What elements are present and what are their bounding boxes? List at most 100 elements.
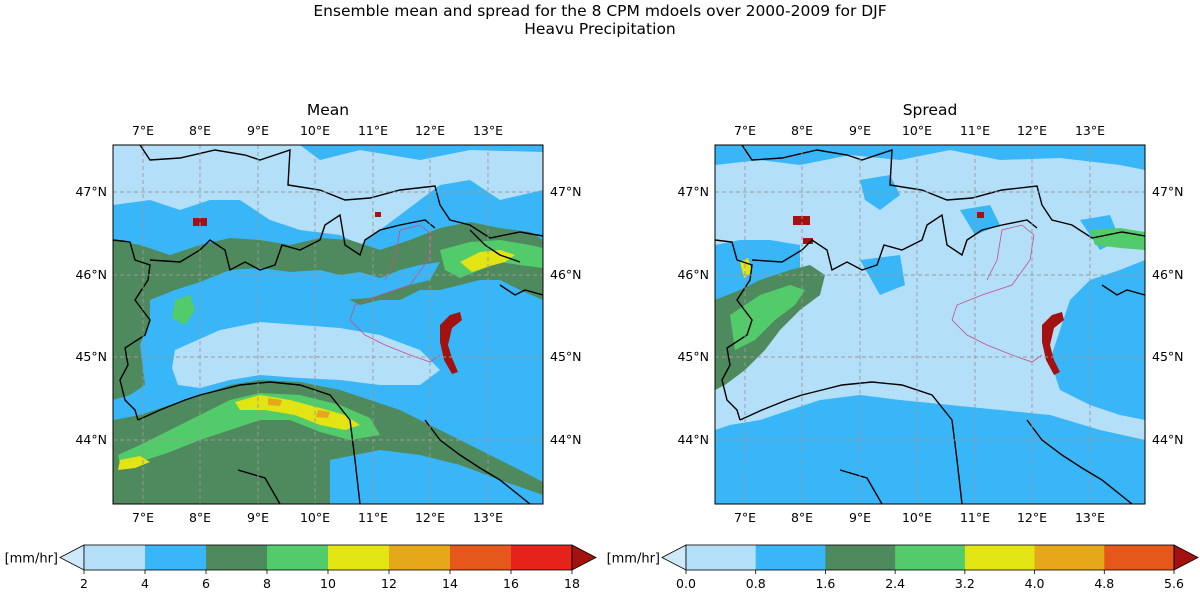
mean-colorbar-tick-label: 8 xyxy=(263,576,271,591)
mean-colorbar-under xyxy=(59,544,85,571)
spread-lon-tick-bottom: 8°E xyxy=(791,510,813,525)
spread-colorbar-tick-label: 1.6 xyxy=(815,576,835,591)
spread-colorbar-segment xyxy=(755,545,826,570)
mean-lat-tick-right: 44°N xyxy=(550,432,582,447)
mean-panel-title: Mean xyxy=(306,101,350,119)
spread-colorbar-tick-label: 0.8 xyxy=(746,576,766,591)
spread-panel-title: Spread xyxy=(902,101,958,119)
figure-subtitle: Heavu Precipitation xyxy=(524,20,676,38)
mean-lon-tick-top: 9°E xyxy=(247,123,269,138)
mean-lat-tick-right: 47°N xyxy=(550,184,582,199)
spread-lat-tick-right: 44°N xyxy=(1152,432,1184,447)
mean-colorbar-segment xyxy=(328,545,390,570)
mean-lon-tick-bottom: 9°E xyxy=(247,510,269,525)
spread-field-extreme-spot xyxy=(977,212,984,218)
mean-field-blue-apennines-south xyxy=(330,450,543,504)
mean-field-extreme-spot xyxy=(375,212,381,217)
spread-lon-tick-bottom: 10°E xyxy=(902,510,932,525)
spread-lat-tick-left: 46°N xyxy=(677,267,709,282)
mean-colorbar-segment xyxy=(267,545,329,570)
mean-lon-tick-bottom: 8°E xyxy=(189,510,211,525)
mean-lat-tick-right: 45°N xyxy=(550,349,582,364)
mean-colorbar-tick-label: 6 xyxy=(202,576,210,591)
mean-colorbar-tick-label: 10 xyxy=(320,576,336,591)
figure-title: Ensemble mean and spread for the 8 CPM m… xyxy=(313,2,887,20)
spread-lon-tick-top: 11°E xyxy=(960,123,990,138)
mean-lat-tick-right: 46°N xyxy=(550,267,582,282)
mean-colorbar-segment xyxy=(511,545,573,570)
mean-lon-tick-bottom: 12°E xyxy=(415,510,445,525)
spread-lon-tick-top: 8°E xyxy=(791,123,813,138)
spread-colorbar-segment xyxy=(1104,545,1175,570)
mean-colorbar-tick-label: 2 xyxy=(80,576,88,591)
spread-region-border xyxy=(951,224,1043,363)
mean-colorbar-label: [mm/hr] xyxy=(5,552,58,567)
mean-lon-tick-top: 11°E xyxy=(358,123,388,138)
mean-tick-labels: 7°E 7°E 8°E 8°E 9°E 9°E 10°E 10°E 11°E 11°E 12°E 12… xyxy=(75,123,581,525)
spread-lon-tick-top: 10°E xyxy=(902,123,932,138)
mean-lon-tick-top: 7°E xyxy=(132,123,154,138)
spread-gridlines xyxy=(715,145,1145,504)
spread-colorbar-label: [mm/hr] xyxy=(607,552,660,567)
mean-colorbar-segment xyxy=(206,545,268,570)
spread-lat-tick-left: 45°N xyxy=(677,349,709,364)
spread-colorbar-tick-label: 4.0 xyxy=(1025,576,1045,591)
spread-colorbar-segment xyxy=(964,545,1036,570)
spread-colorbar-tick-label: 0.0 xyxy=(676,576,696,591)
spread-lon-tick-top: 9°E xyxy=(849,123,871,138)
spread-colorbar-over xyxy=(1173,544,1199,571)
mean-lon-tick-top: 13°E xyxy=(473,123,503,138)
mean-field-orange-apennines xyxy=(268,398,330,418)
spread-colorbar: 0.0 0.8 1.6 2.4 3.2 4.0 4.8 5.6 [mm/hr] xyxy=(607,544,1199,591)
spread-lon-tick-bottom: 7°E xyxy=(734,510,756,525)
mean-region-border xyxy=(349,224,441,363)
spread-map xyxy=(715,145,1145,504)
mean-field-yellow-apennines xyxy=(235,395,360,430)
mean-colorbar-segment xyxy=(84,545,146,570)
spread-lon-tick-bottom: 11°E xyxy=(960,510,990,525)
mean-field-green-west xyxy=(172,295,195,325)
mean-colorbar-segment xyxy=(145,545,207,570)
mean-gridlines xyxy=(113,145,543,504)
mean-lon-tick-top: 8°E xyxy=(189,123,211,138)
spread-colorbar-tick-label: 5.6 xyxy=(1164,576,1184,591)
spread-lat-tick-right: 47°N xyxy=(1152,184,1184,199)
mean-lat-tick-left: 45°N xyxy=(75,349,107,364)
spread-field-light xyxy=(715,150,1145,440)
spread-lon-tick-bottom: 12°E xyxy=(1017,510,1047,525)
spread-field-extreme-spot xyxy=(803,238,813,244)
spread-lat-tick-right: 45°N xyxy=(1152,349,1184,364)
mean-colorbar-tick-label: 16 xyxy=(503,576,519,591)
spread-lon-tick-top: 7°E xyxy=(734,123,756,138)
mean-lon-tick-top: 12°E xyxy=(415,123,445,138)
mean-colorbar-tick-label: 4 xyxy=(141,576,149,591)
mean-coastlines xyxy=(113,145,543,504)
mean-map xyxy=(113,145,543,504)
spread-coastlines xyxy=(715,145,1145,504)
spread-colorbar-under xyxy=(661,544,687,571)
mean-lon-tick-bottom: 13°E xyxy=(473,510,503,525)
spread-lon-tick-top: 13°E xyxy=(1075,123,1105,138)
spread-field-coast-extreme xyxy=(1042,312,1064,375)
mean-lon-tick-top: 10°E xyxy=(300,123,330,138)
mean-lat-tick-left: 47°N xyxy=(75,184,107,199)
spread-colorbar-frame xyxy=(685,544,1175,571)
spread-field-yellow xyxy=(740,258,752,278)
mean-lat-tick-left: 44°N xyxy=(75,432,107,447)
mean-lon-tick-bottom: 7°E xyxy=(132,510,154,525)
spread-lat-tick-left: 47°N xyxy=(677,184,709,199)
mean-colorbar-tick-label: 18 xyxy=(564,576,580,591)
spread-lon-tick-top: 12°E xyxy=(1017,123,1047,138)
spread-tick-labels: 7°E 7°E 8°E 8°E 9°E 9°E 10°E 10°E 11°E 11°E 12°E 12… xyxy=(677,123,1183,525)
spread-colorbar-tick-label: 3.2 xyxy=(955,576,975,591)
spread-colorbar-tick-label: 4.8 xyxy=(1094,576,1114,591)
spread-lat-tick-left: 44°N xyxy=(677,432,709,447)
spread-field-green xyxy=(730,285,805,350)
mean-colorbar-over xyxy=(571,544,597,571)
spread-lon-tick-bottom: 13°E xyxy=(1075,510,1105,525)
mean-colorbar-segment xyxy=(389,545,451,570)
mean-lon-tick-bottom: 10°E xyxy=(300,510,330,525)
spread-colorbar-segment xyxy=(895,545,966,570)
spread-colorbar-segment xyxy=(1034,545,1105,570)
spread-field-extreme-spot xyxy=(793,216,810,225)
